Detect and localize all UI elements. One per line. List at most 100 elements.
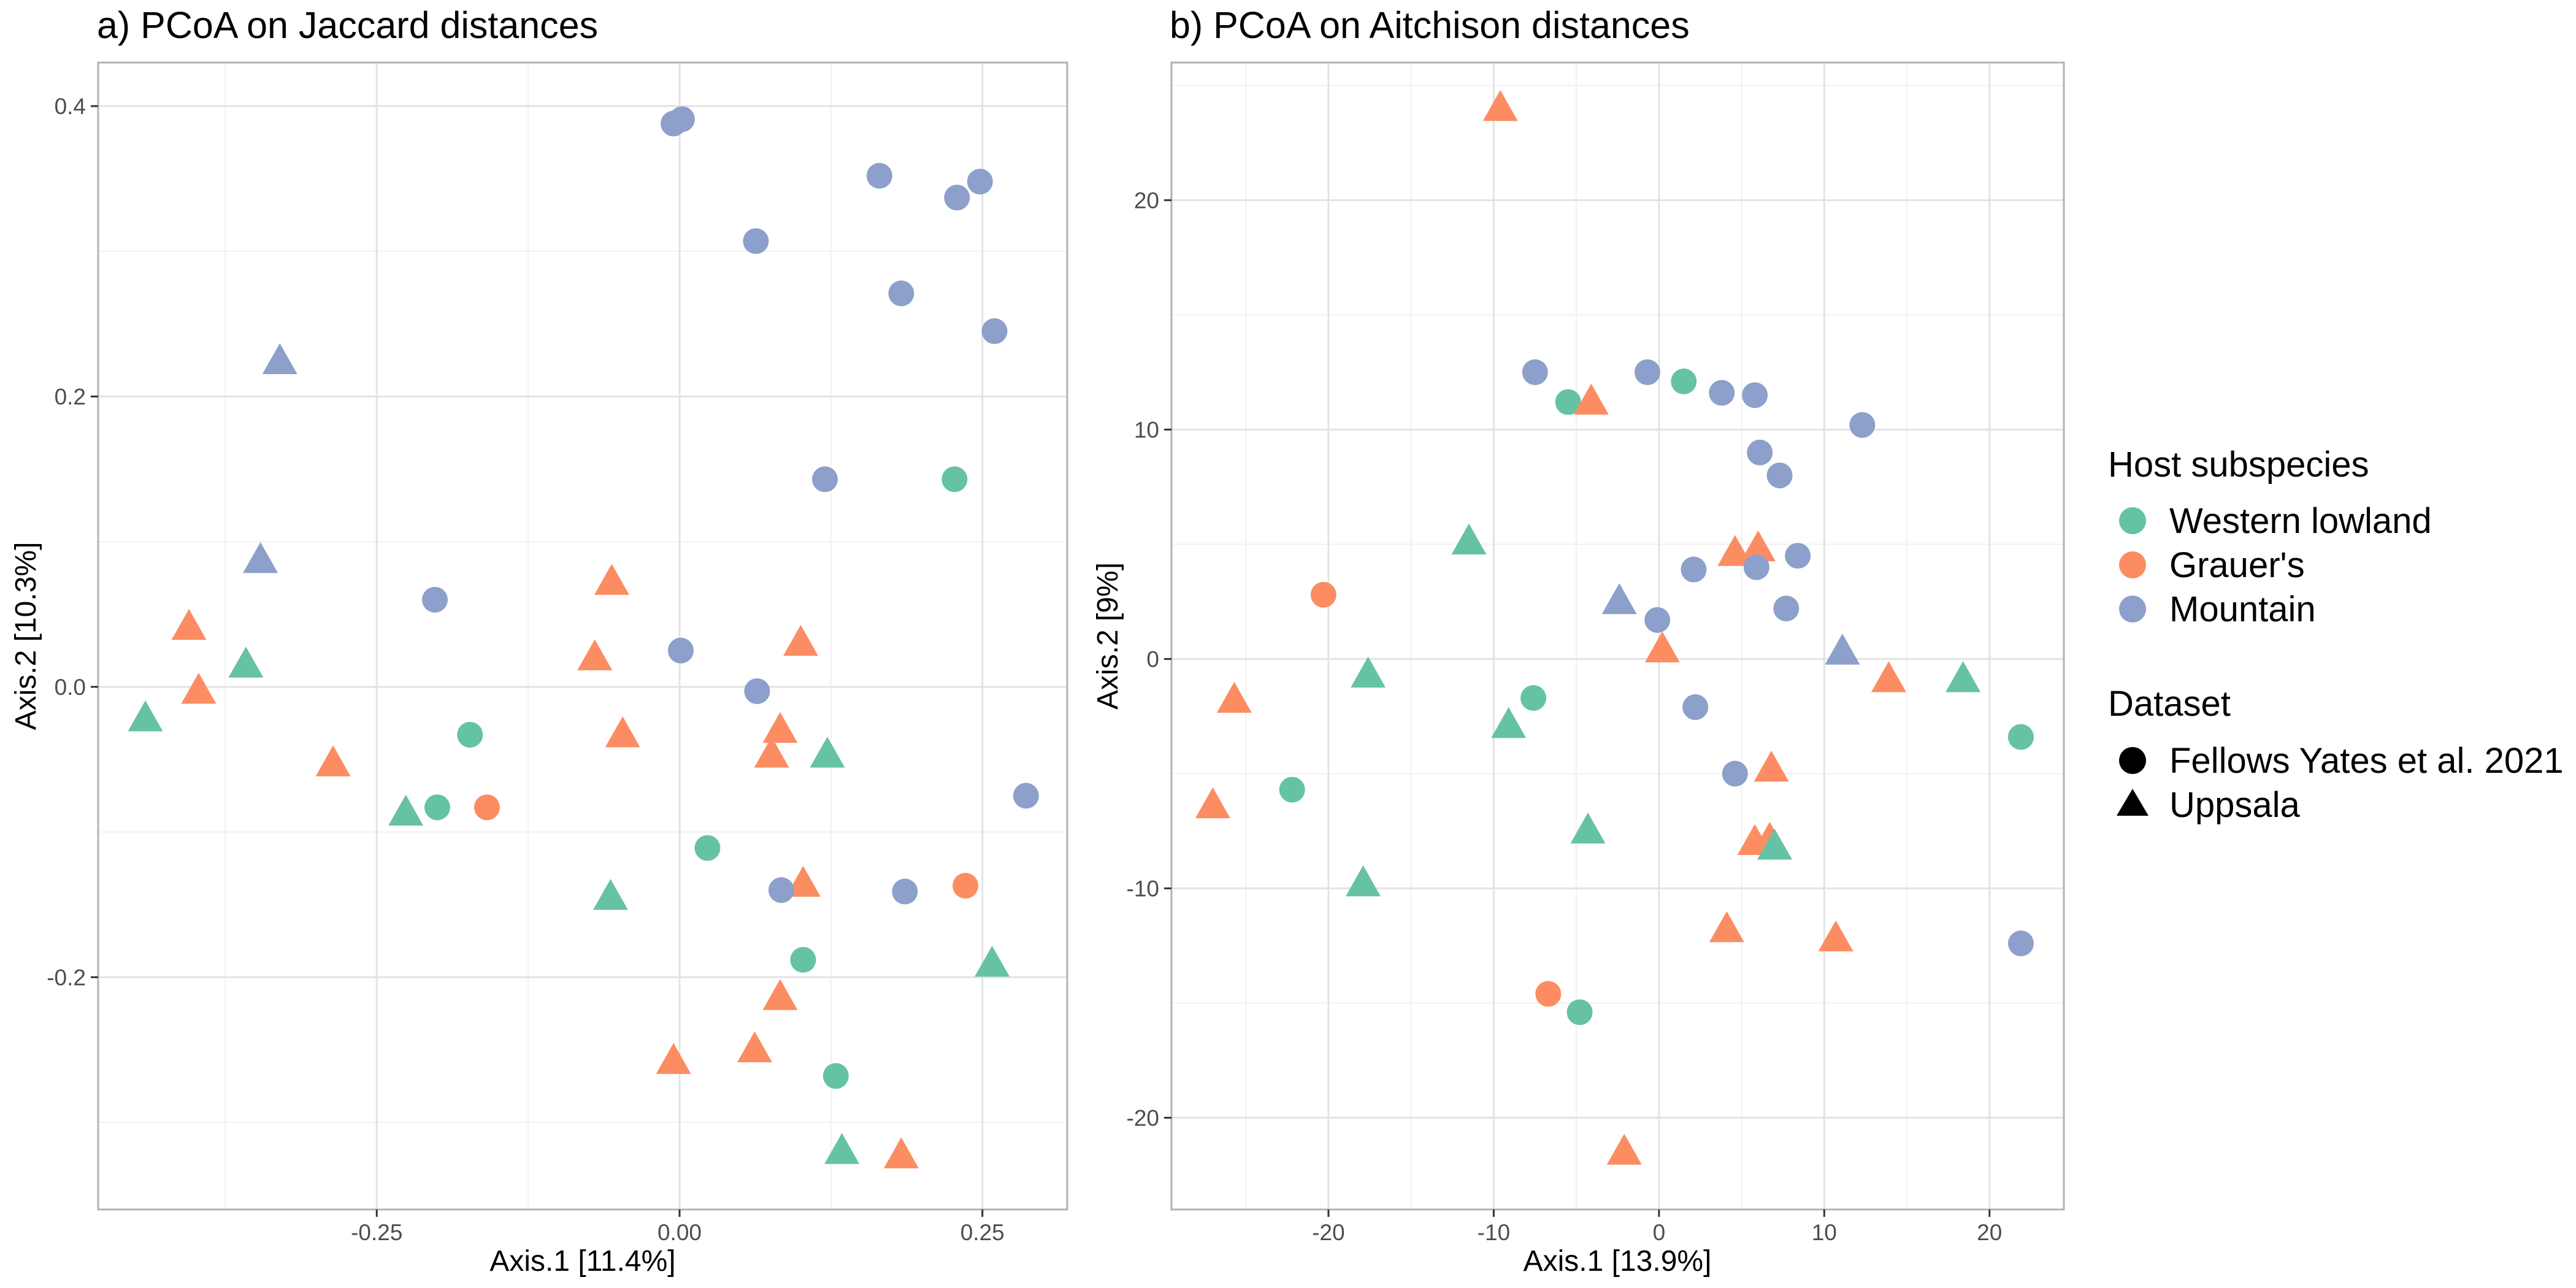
data-point-circle: [1709, 380, 1735, 406]
data-point-triangle: [783, 624, 818, 656]
legend-color-title: Host subspecies: [2108, 445, 2369, 485]
data-point-circle: [812, 466, 838, 493]
x-tick-label: 0.25: [960, 1220, 1005, 1245]
y-tick-label: 0.4: [55, 94, 86, 119]
data-point-circle: [1766, 462, 1793, 489]
data-point-triangle: [883, 1137, 919, 1168]
data-point-triangle: [1871, 661, 1906, 692]
data-point-triangle: [592, 879, 628, 910]
y-tick-label: 0: [1146, 646, 1159, 672]
data-point-circle: [1555, 389, 1581, 415]
data-point-circle: [1566, 999, 1593, 1025]
y-tick-label: 10: [1134, 417, 1159, 442]
data-point-triangle: [577, 639, 613, 670]
data-point-triangle: [1601, 583, 1637, 615]
y-tick-label: 20: [1134, 188, 1159, 213]
data-point-circle: [2007, 930, 2034, 957]
data-point-triangle: [594, 564, 629, 595]
data-point-circle: [790, 946, 816, 973]
data-point-triangle: [1717, 535, 1753, 566]
x-tick-label: 20: [1977, 1220, 2002, 1245]
data-point-triangle: [315, 745, 351, 776]
data-point-triangle: [737, 1031, 772, 1063]
panel-a-grid: [98, 63, 1067, 1209]
legend-shape-circle: [2119, 747, 2146, 774]
panel-a-x-ticks: -0.25 0.00 0.25: [351, 1209, 1005, 1245]
panel-a-points: [128, 106, 1039, 1168]
data-point-circle: [1535, 981, 1562, 1007]
panel-b-grid: [1171, 63, 2064, 1209]
data-point-triangle: [1346, 865, 1381, 897]
legend-label-uppsala: Uppsala: [2169, 785, 2301, 825]
data-point-circle: [424, 794, 450, 821]
data-point-triangle: [262, 343, 297, 375]
data-point-circle: [1671, 368, 1697, 394]
panel-a-y-axis-title: Axis.2 [10.3%]: [10, 542, 42, 730]
data-point-triangle: [171, 608, 207, 640]
data-point-circle: [953, 873, 979, 899]
data-point-triangle: [1818, 920, 1853, 952]
panel-a-title: a) PCoA on Jaccard distances: [97, 4, 598, 46]
data-point-circle: [1520, 684, 1547, 711]
data-point-circle: [892, 878, 918, 905]
data-point-triangle: [243, 542, 278, 573]
panel-aitchison: b) PCoA on Aitchison distances -20 -10 0 10…: [1092, 4, 2065, 1278]
data-point-triangle: [1644, 631, 1680, 662]
data-point-circle: [1682, 694, 1709, 720]
data-point-triangle: [228, 646, 264, 678]
data-point-circle: [1310, 581, 1336, 608]
data-point-circle: [1743, 554, 1769, 580]
data-point-circle: [667, 637, 694, 664]
legend-label-grauers: Grauer's: [2169, 545, 2305, 585]
data-point-triangle: [1491, 707, 1527, 738]
y-tick-label: -20: [1127, 1105, 1159, 1130]
data-point-triangle: [388, 794, 424, 826]
data-point-triangle: [1709, 911, 1744, 943]
x-tick-label: 0.00: [657, 1220, 702, 1245]
data-point-circle: [669, 106, 695, 132]
data-point-triangle: [1351, 656, 1386, 688]
legend-shape-title: Dataset: [2108, 684, 2231, 724]
data-point-triangle: [1570, 812, 1606, 844]
data-point-circle: [422, 586, 448, 613]
data-point-circle: [1279, 776, 1305, 803]
data-point-triangle: [1945, 661, 1981, 692]
data-point-circle: [1522, 359, 1548, 385]
data-point-triangle: [1754, 750, 1789, 782]
data-point-circle: [866, 163, 892, 189]
panel-a-border: [97, 61, 1068, 1211]
data-point-triangle: [975, 945, 1010, 977]
y-tick-label: 0.0: [55, 675, 86, 700]
data-point-circle: [1644, 607, 1671, 633]
data-point-circle: [1785, 543, 1811, 569]
data-point-triangle: [1482, 90, 1518, 121]
legend-swatch-western-lowland: [2119, 507, 2146, 534]
data-point-circle: [941, 466, 968, 493]
data-point-triangle: [128, 700, 163, 732]
data-point-circle: [1742, 382, 1768, 408]
data-point-circle: [1849, 412, 1876, 438]
data-point-triangle: [762, 711, 798, 743]
data-point-triangle: [1573, 383, 1609, 415]
data-point-triangle: [1741, 530, 1776, 562]
legend-swatch-mountain: [2119, 596, 2146, 623]
y-tick-label: -10: [1127, 876, 1159, 901]
panel-b-y-axis-title: Axis.2 [9%]: [1092, 562, 1124, 710]
data-point-circle: [457, 721, 483, 748]
data-point-triangle: [181, 672, 217, 704]
data-point-circle: [1013, 783, 1039, 809]
x-tick-label: 0: [1653, 1220, 1666, 1245]
panel-b-x-axis-title: Axis.1 [13.9%]: [1524, 1245, 1712, 1278]
data-point-circle: [1681, 556, 1707, 583]
panel-b-title: b) PCoA on Aitchison distances: [1170, 4, 1690, 46]
data-point-triangle: [754, 737, 789, 768]
data-point-circle: [1722, 761, 1748, 787]
x-tick-label: 10: [1812, 1220, 1837, 1245]
legend-label-fellows-yates: Fellows Yates et al. 2021: [2169, 741, 2564, 781]
panel-b-x-ticks: -20 -10 0 10 20: [1312, 1209, 2002, 1245]
data-point-triangle: [1451, 523, 1487, 555]
data-point-circle: [744, 678, 770, 704]
panel-b-points: [1195, 90, 2034, 1165]
data-point-triangle: [1216, 681, 1252, 713]
